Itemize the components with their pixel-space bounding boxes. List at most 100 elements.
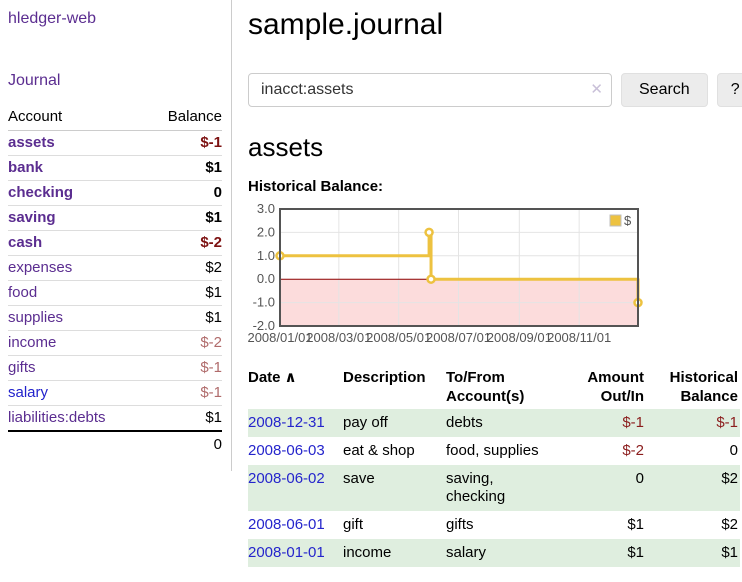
register-header-balance: Historical Balance (669, 369, 738, 405)
account-balance: $1 (205, 284, 222, 301)
accounts-header-balance: Balance (145, 105, 222, 131)
accounts-total-row: 0 (8, 430, 222, 457)
account-link-bank[interactable]: bank (8, 159, 44, 176)
account-row-food: food $1 (8, 280, 222, 306)
account-heading: assets (248, 132, 324, 162)
transaction-description: eat & shop (343, 442, 415, 459)
account-link-expenses[interactable]: expenses (8, 259, 73, 276)
transaction-accounts: debts (446, 414, 483, 431)
brand-link[interactable]: hledger-web (8, 10, 97, 27)
transaction-accounts: food, supplies (446, 442, 539, 459)
account-balance: $2 (205, 259, 222, 276)
svg-text:0.0: 0.0 (257, 271, 275, 286)
transaction-description: gift (343, 516, 364, 533)
account-link-saving[interactable]: saving (8, 209, 56, 226)
transaction-description: pay off (343, 414, 388, 431)
historical-balance-chart: $3.0 2.0 1.0 0.0 -1.0 -2.0 2008/01/01 2008/03/0… (247, 201, 742, 353)
account-row-income: income $-2 (8, 330, 222, 356)
transaction-date-link[interactable]: 2008-06-03 (248, 442, 325, 459)
account-row-bank: bank $1 (8, 155, 222, 181)
account-row-saving: saving $1 (8, 205, 222, 231)
sort-asc-icon: ∧ (284, 369, 297, 386)
svg-text:2008/03/01: 2008/03/01 (306, 330, 371, 345)
transaction-description: income (343, 544, 392, 561)
transaction-date-link[interactable]: 2008-01-01 (248, 544, 325, 561)
main-content: sample.journal ✕ Search ? assets Histori… (232, 0, 742, 577)
svg-text:-1.0: -1.0 (253, 295, 275, 310)
transaction-balance: $-1 (716, 414, 738, 431)
account-row-checking: checking 0 (8, 180, 222, 206)
account-link-supplies[interactable]: supplies (8, 309, 64, 326)
account-balance: $-2 (200, 234, 222, 251)
account-link-gifts[interactable]: gifts (8, 359, 36, 376)
svg-text:3.0: 3.0 (257, 201, 275, 216)
page-title: sample.journal (248, 8, 444, 41)
register-header-tofrom: To/From Account(s) (446, 369, 525, 405)
svg-text:$: $ (624, 213, 632, 228)
account-link-salary[interactable]: salary (8, 384, 49, 401)
accounts-total: 0 (213, 436, 222, 453)
register-header-description: Description (343, 369, 426, 386)
svg-text:2008/11/01: 2008/11/01 (547, 330, 611, 345)
account-balance: $1 (205, 159, 222, 176)
account-row-gifts: gifts $-1 (8, 355, 222, 381)
transaction-accounts: saving, checking (446, 470, 506, 505)
transaction-amount: $1 (627, 516, 644, 533)
register-row: 2008-06-01 gift gifts $1 $2 (248, 511, 740, 539)
svg-text:2008/01/01: 2008/01/01 (248, 330, 313, 345)
accounts-table: Account Balance assets $-1 bank $1 check… (8, 105, 222, 457)
transaction-date-link[interactable]: 2008-06-02 (248, 470, 325, 487)
sidebar-item-journal[interactable]: Journal (8, 72, 61, 89)
transaction-date-link[interactable]: 2008-06-01 (248, 516, 325, 533)
transaction-balance: $2 (721, 470, 738, 487)
clear-search-icon[interactable]: ✕ (590, 81, 603, 98)
account-row-cash: cash $-2 (8, 230, 222, 256)
account-link-liabilities-debts[interactable]: liabilities:debts (8, 409, 106, 426)
account-row-expenses: expenses $2 (8, 255, 222, 281)
register-header-amount: Amount Out/In (587, 369, 644, 405)
account-row-liabilities-debts: liabilities:debts $1 (8, 405, 222, 432)
transaction-description: save (343, 470, 375, 487)
sidebar: hledger-web Journal Account Balance asse… (0, 0, 232, 471)
account-balance: $1 (205, 309, 222, 326)
svg-text:2008/07/01: 2008/07/01 (426, 330, 491, 345)
transaction-date-link[interactable]: 2008-12-31 (248, 414, 325, 431)
account-row-supplies: supplies $1 (8, 305, 222, 331)
register-row: 2008-06-03 eat & shop food, supplies $-2… (248, 437, 740, 465)
account-link-income[interactable]: income (8, 334, 57, 351)
accounts-header-account: Account (8, 105, 146, 131)
account-balance: $-1 (200, 359, 222, 376)
account-link-assets[interactable]: assets (8, 134, 55, 151)
account-balance: $-2 (200, 334, 222, 351)
account-balance: $1 (205, 409, 222, 426)
svg-text:1.0: 1.0 (257, 248, 275, 263)
search-input[interactable] (248, 73, 612, 107)
accounts-header-row: Account Balance (8, 105, 222, 131)
register-row: 2008-01-01 income salary $1 $1 (248, 539, 740, 567)
transaction-balance: 0 (729, 442, 738, 459)
chart-title: Historical Balance: (248, 178, 384, 195)
account-link-cash[interactable]: cash (8, 234, 43, 251)
register-row: 2008-12-31 pay off debts $-1 $-1 (248, 409, 740, 437)
chart-svg: $3.0 2.0 1.0 0.0 -1.0 -2.02008/01/012008/03/0… (247, 201, 643, 345)
register-header-date[interactable]: Date ∧ (248, 369, 297, 386)
transaction-balance: $2 (721, 516, 738, 533)
search-form: ✕ Search ? (248, 73, 742, 107)
account-link-checking[interactable]: checking (8, 184, 74, 201)
account-balance: $1 (205, 209, 222, 226)
search-button[interactable]: Search (621, 73, 708, 107)
account-row-salary: salary $-1 (8, 380, 222, 406)
transaction-accounts: gifts (446, 516, 474, 533)
help-button[interactable]: ? (716, 73, 742, 107)
transaction-amount: $1 (627, 544, 644, 561)
svg-text:2008/05/01: 2008/05/01 (366, 330, 431, 345)
account-link-food[interactable]: food (8, 284, 38, 301)
account-balance: $-1 (200, 134, 222, 151)
transaction-amount: $-2 (622, 442, 644, 459)
transaction-balance: $1 (721, 544, 738, 561)
register-header-row: Date ∧ Description To/From Account(s) Amo… (248, 366, 740, 409)
svg-text:-2.0: -2.0 (253, 318, 275, 333)
register-table: Date ∧ Description To/From Account(s) Amo… (248, 366, 740, 567)
account-balance: $-1 (200, 384, 222, 401)
